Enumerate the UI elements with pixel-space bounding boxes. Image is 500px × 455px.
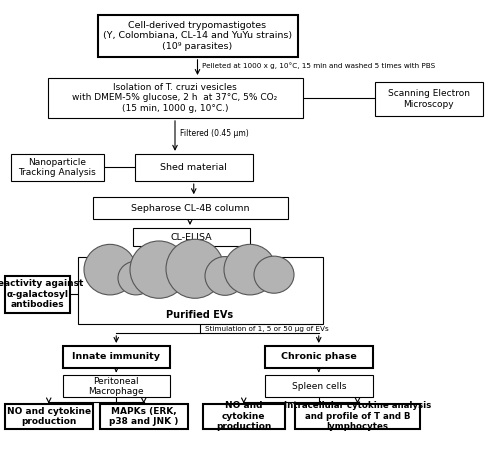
Text: Isolation of T. cruzi vesicles
with DMEM-5% glucose, 2 h  at 37°C, 5% CO₂
(15 mi: Isolation of T. cruzi vesicles with DMEM… [72,83,278,113]
FancyBboxPatch shape [265,346,372,368]
FancyBboxPatch shape [98,15,298,57]
Text: Innate immunity: Innate immunity [72,352,160,361]
Text: MAPKs (ERK,
p38 and JNK ): MAPKs (ERK, p38 and JNK ) [109,406,178,426]
FancyBboxPatch shape [78,257,322,324]
Text: Scanning Electron
Microscopy: Scanning Electron Microscopy [388,89,470,109]
FancyBboxPatch shape [202,404,285,429]
Text: NO and
cytokine
production: NO and cytokine production [216,401,272,431]
Ellipse shape [84,244,136,295]
Text: Filtered (0.45 μm): Filtered (0.45 μm) [180,129,249,138]
Text: Purified EVs: Purified EVs [166,310,234,320]
FancyBboxPatch shape [62,375,170,397]
FancyBboxPatch shape [92,197,288,219]
FancyBboxPatch shape [295,404,420,429]
Text: Spleen cells: Spleen cells [292,382,346,391]
FancyBboxPatch shape [265,375,372,397]
Ellipse shape [166,239,224,298]
Text: Chronic phase: Chronic phase [281,352,356,361]
Ellipse shape [205,257,245,295]
FancyBboxPatch shape [135,154,252,181]
Text: CL-ELISA: CL-ELISA [170,233,212,242]
FancyBboxPatch shape [5,404,92,429]
Text: Stimulation of 1, 5 or 50 μg of EVs: Stimulation of 1, 5 or 50 μg of EVs [205,326,329,332]
Ellipse shape [130,241,188,298]
FancyBboxPatch shape [11,154,104,181]
Text: Reactivity against
α-galactosyl
antibodies: Reactivity against α-galactosyl antibodi… [0,279,84,309]
Ellipse shape [254,256,294,293]
Text: Peritoneal
Macrophage: Peritoneal Macrophage [88,377,144,396]
Text: NO and cytokine
production: NO and cytokine production [6,406,91,426]
FancyBboxPatch shape [48,78,302,118]
Text: Pelleted at 1000 x g, 10°C, 15 min and washed 5 times with PBS: Pelleted at 1000 x g, 10°C, 15 min and w… [202,62,436,69]
Ellipse shape [224,244,276,295]
FancyBboxPatch shape [100,404,188,429]
Ellipse shape [118,261,154,295]
Text: Intracellular cytokine analysis
and profile of T and B
lymphocytes: Intracellular cytokine analysis and prof… [284,401,431,431]
FancyBboxPatch shape [132,228,250,247]
Text: Nanoparticle
Tracking Analysis: Nanoparticle Tracking Analysis [18,158,96,177]
Text: Sepharose CL-4B column: Sepharose CL-4B column [131,204,249,212]
FancyBboxPatch shape [375,82,482,116]
FancyBboxPatch shape [62,346,170,368]
FancyBboxPatch shape [5,276,70,313]
Text: Shed material: Shed material [160,163,227,172]
Text: Cell-derived trypomastigotes
(Y, Colombiana, CL-14 and YuYu strains)
(10⁹ parasi: Cell-derived trypomastigotes (Y, Colombi… [103,21,292,51]
